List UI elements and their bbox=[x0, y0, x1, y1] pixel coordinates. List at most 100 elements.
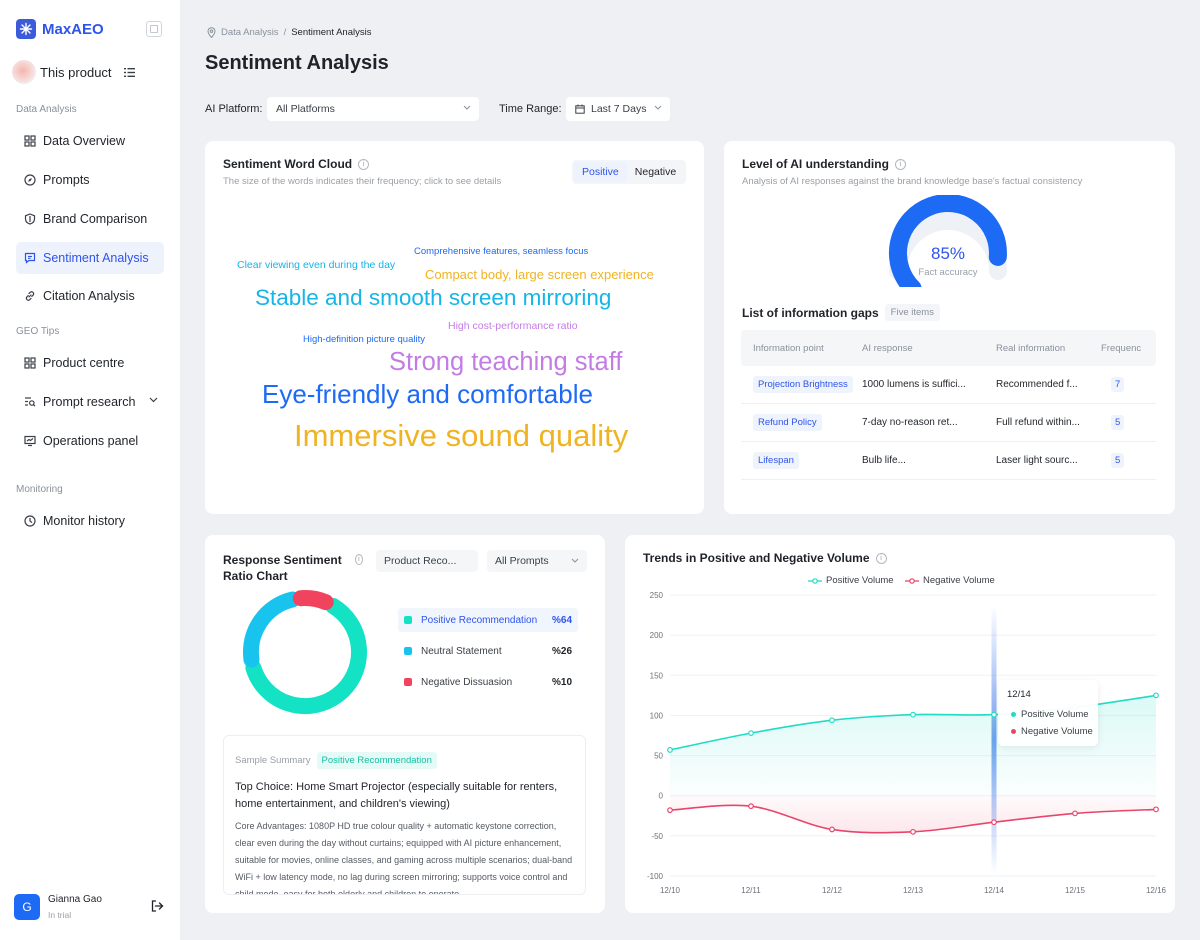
section-label-data-analysis: Data Analysis bbox=[16, 104, 77, 115]
breadcrumb: Data Analysis / Sentiment Analysis bbox=[207, 27, 371, 38]
legend-positive-volume[interactable]: Positive Volume bbox=[808, 575, 894, 586]
gauge-fill bbox=[888, 195, 1007, 287]
product-filter-select[interactable]: Product Reco... bbox=[376, 550, 478, 572]
column-header: Frequenc bbox=[1101, 342, 1142, 354]
calendar-icon bbox=[575, 104, 585, 114]
y-tick-label: -100 bbox=[647, 872, 664, 881]
breadcrumb-separator: / bbox=[283, 27, 287, 38]
accuracy-value: 85% bbox=[930, 244, 966, 263]
sidebar: MaxAEO This product Data Analysis Data O… bbox=[0, 0, 180, 940]
word-item[interactable]: Clear viewing even during the day bbox=[237, 259, 396, 271]
sentiment-ratio-title: Response Sentiment Ratio Chart bbox=[223, 553, 342, 583]
table-row[interactable]: Lifespan Bulb life... Laser light sourc.… bbox=[741, 442, 1156, 480]
sidebar-item-label: Data Overview bbox=[43, 134, 125, 148]
collapse-sidebar-button[interactable] bbox=[146, 21, 162, 37]
data-point bbox=[667, 807, 673, 814]
list-icon bbox=[123, 67, 135, 77]
trends-title: Trends in Positive and Negative Volume bbox=[643, 551, 870, 565]
sidebar-item-brand-comparison[interactable]: Brand Comparison bbox=[16, 203, 164, 235]
sidebar-item-label: Operations panel bbox=[43, 434, 139, 448]
sidebar-item-citation-analysis[interactable]: Citation Analysis bbox=[16, 280, 164, 312]
legend-neutral-statement[interactable]: Neutral Statement %26 bbox=[398, 639, 578, 663]
product-selector[interactable]: This product bbox=[12, 60, 168, 84]
logo[interactable]: MaxAEO bbox=[16, 19, 104, 39]
sidebar-item-sentiment-analysis[interactable]: Sentiment Analysis bbox=[16, 242, 164, 274]
word-item[interactable]: Stable and smooth screen mirroring bbox=[255, 285, 612, 310]
gaps-title: List of information gaps bbox=[742, 305, 879, 320]
data-point bbox=[1153, 692, 1159, 699]
word-item[interactable]: Compact body, large screen experience bbox=[425, 267, 654, 282]
legend-percent: %10 bbox=[551, 676, 572, 688]
user-profile[interactable]: G Gianna Gao In trial bbox=[14, 894, 102, 920]
info-icon[interactable]: i bbox=[894, 158, 906, 170]
donut-segment-1 bbox=[243, 591, 301, 668]
y-tick-label: -50 bbox=[651, 832, 663, 841]
column-header: AI response bbox=[862, 342, 913, 354]
location-pin-icon bbox=[207, 27, 216, 38]
time-range-value: Last 7 Days bbox=[591, 103, 647, 115]
y-tick-label: 250 bbox=[650, 591, 664, 600]
data-point bbox=[748, 730, 754, 736]
word-item[interactable]: Eye-friendly and comfortable bbox=[262, 379, 593, 409]
tooltip-date: 12/14 bbox=[1007, 689, 1031, 700]
x-tick-label: 12/14 bbox=[984, 886, 1005, 895]
real-info-cell: Recommended f... bbox=[996, 379, 1078, 390]
ai-response-cell: 1000 lumens is suffici... bbox=[862, 379, 966, 390]
summary-tag: Positive Recommendation bbox=[316, 752, 437, 769]
info-point-tag[interactable]: Projection Brightness bbox=[753, 376, 853, 393]
word-item[interactable]: Immersive sound quality bbox=[294, 418, 629, 453]
frequency-badge: 5 bbox=[1111, 453, 1125, 468]
word-item[interactable]: Comprehensive features, seamless focus bbox=[414, 246, 589, 257]
sidebar-item-monitor-history[interactable]: Monitor history bbox=[16, 505, 164, 537]
sidebar-item-label: Prompt research bbox=[43, 395, 136, 409]
product-name: This product bbox=[40, 64, 112, 80]
collapse-icon bbox=[150, 25, 158, 33]
sidebar-item-prompt-research[interactable]: Prompt research bbox=[16, 386, 164, 418]
sidebar-item-label: Sentiment Analysis bbox=[43, 251, 149, 265]
time-range-select[interactable]: Last 7 Days bbox=[566, 97, 670, 121]
prompt-filter-select[interactable]: All Prompts bbox=[487, 550, 587, 572]
legend-positive-recommendation[interactable]: Positive Recommendation %64 bbox=[398, 608, 578, 632]
chevron-down-icon bbox=[654, 105, 662, 110]
grid-icon bbox=[24, 135, 36, 147]
clock-icon bbox=[24, 515, 36, 527]
tab-negative[interactable]: Negative bbox=[634, 166, 677, 178]
legend-line-negative bbox=[905, 577, 919, 584]
info-point-tag[interactable]: Lifespan bbox=[753, 452, 799, 469]
product-avatar bbox=[12, 60, 36, 84]
shield-icon bbox=[24, 213, 36, 225]
data-point bbox=[910, 828, 916, 835]
ai-understanding-card: Level of AI understanding i Analysis of … bbox=[724, 141, 1175, 514]
chevron-down-icon bbox=[463, 105, 471, 110]
word-cloud-card: Sentiment Word Cloud i The size of the w… bbox=[205, 141, 704, 514]
word-item[interactable]: High-definition picture quality bbox=[303, 334, 425, 345]
sidebar-item-label: Product centre bbox=[43, 356, 125, 370]
tab-positive[interactable]: Positive bbox=[574, 162, 627, 182]
info-icon[interactable]: i bbox=[358, 158, 370, 170]
sidebar-item-data-overview[interactable]: Data Overview bbox=[16, 125, 164, 157]
chevron-down-icon bbox=[149, 397, 158, 403]
info-icon[interactable]: i bbox=[875, 552, 887, 564]
info-point-tag[interactable]: Refund Policy bbox=[753, 414, 822, 431]
ai-platform-value: All Platforms bbox=[276, 103, 335, 115]
table-row[interactable]: Refund Policy 7-day no-reason ret... Ful… bbox=[741, 404, 1156, 442]
trends-card: Trends in Positive and Negative Volume i… bbox=[625, 535, 1175, 913]
word-item[interactable]: Strong teaching staff bbox=[389, 348, 623, 376]
column-header: Real information bbox=[996, 342, 1066, 354]
table-row[interactable]: Projection Brightness 1000 lumens is suf… bbox=[741, 366, 1156, 404]
sidebar-item-prompts[interactable]: Prompts bbox=[16, 164, 164, 196]
legend-label: Negative Dissuasion bbox=[421, 676, 513, 688]
ai-platform-select[interactable]: All Platforms bbox=[267, 97, 479, 121]
word-item[interactable]: High cost-performance ratio bbox=[448, 320, 578, 332]
info-icon[interactable]: i bbox=[354, 554, 363, 565]
breadcrumb-parent[interactable]: Data Analysis bbox=[221, 27, 279, 38]
sidebar-item-operations-panel[interactable]: Operations panel bbox=[16, 425, 164, 457]
legend-negative-volume[interactable]: Negative Volume bbox=[905, 575, 995, 586]
ai-understanding-title: Level of AI understanding bbox=[742, 157, 889, 171]
x-tick-label: 12/15 bbox=[1065, 886, 1086, 895]
app-name: MaxAEO bbox=[42, 20, 104, 38]
breadcrumb-current: Sentiment Analysis bbox=[291, 27, 372, 38]
sidebar-item-product-centre[interactable]: Product centre bbox=[16, 347, 164, 379]
legend-negative-dissuasion[interactable]: Negative Dissuasion %10 bbox=[398, 670, 578, 694]
logout-icon[interactable] bbox=[150, 899, 164, 913]
